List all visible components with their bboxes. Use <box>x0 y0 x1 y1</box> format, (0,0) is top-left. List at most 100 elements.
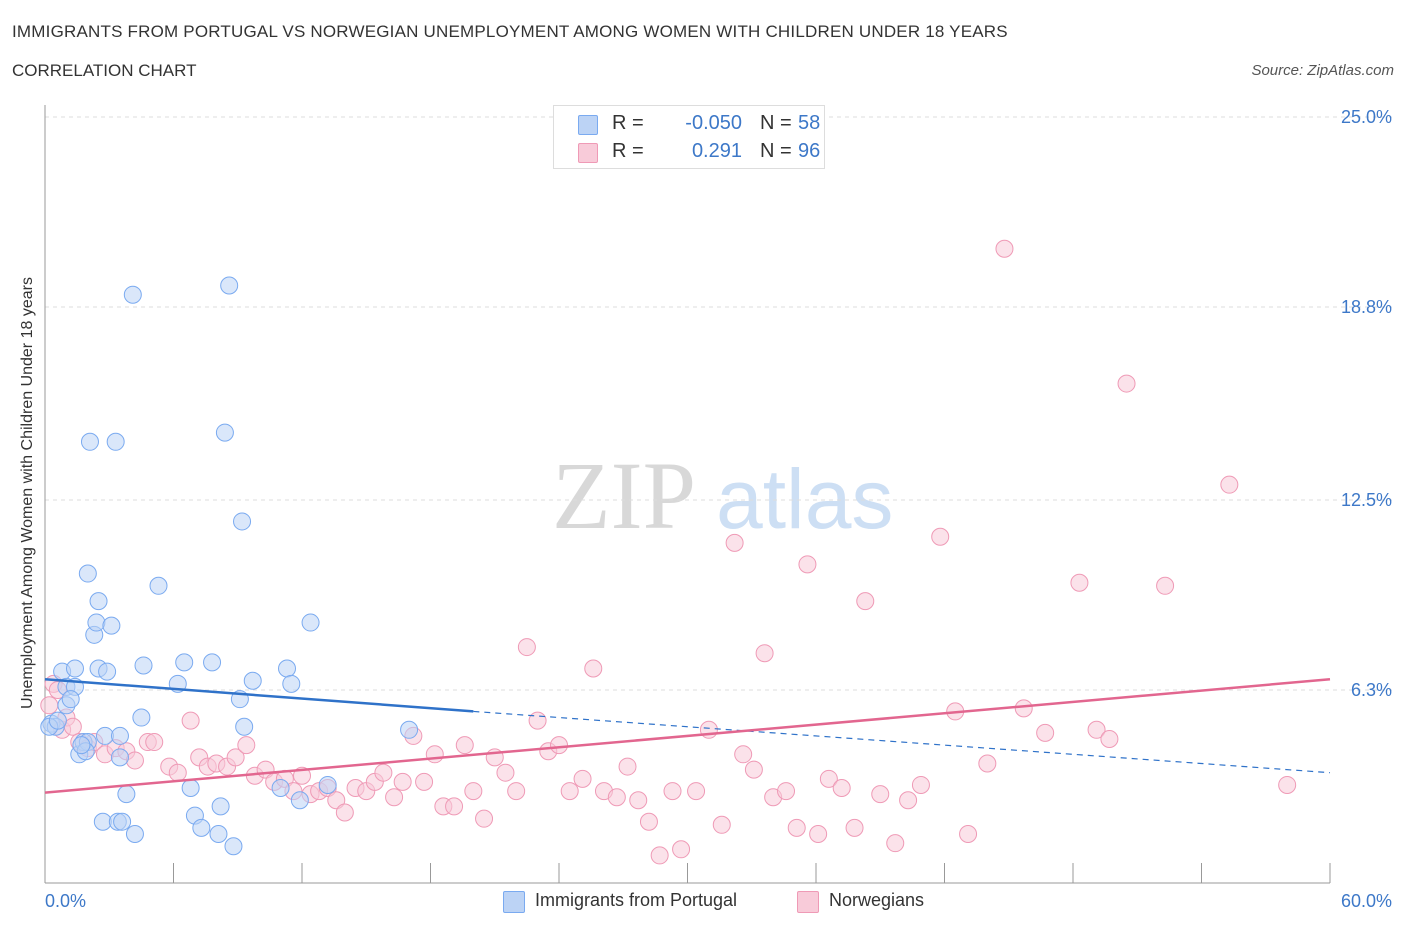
portugal-point <box>192 818 211 837</box>
norwegians-point <box>712 815 731 834</box>
portugal-point <box>175 653 194 672</box>
portugal-trend-dashed <box>473 710 1331 774</box>
norwegians-point <box>959 824 978 843</box>
legend-label: Norwegians <box>829 890 925 910</box>
norwegians-point <box>1014 699 1033 718</box>
correlation-legend: R = -0.050 N = 58 R = 0.291 N = 96 <box>553 105 825 169</box>
norwegians-point <box>475 809 494 828</box>
norwegians-point <box>911 775 930 794</box>
norwegians-point <box>978 754 997 773</box>
norwegians-point <box>181 711 200 730</box>
portugal-point <box>123 285 142 304</box>
portugal-point <box>61 690 80 709</box>
r-value: -0.050 <box>685 112 742 134</box>
axes <box>44 105 1331 884</box>
portugal-point <box>209 824 228 843</box>
portugal-swatch <box>503 891 525 913</box>
norwegians-point <box>385 788 404 807</box>
portugal-point <box>149 576 168 595</box>
portugal-point <box>93 812 112 831</box>
norwegians-point <box>755 644 774 663</box>
norwegians-point <box>1156 576 1175 595</box>
norwegians-point <box>899 791 918 810</box>
chart-title: IMMIGRANTS FROM PORTUGAL VS NORWEGIAN UN… <box>12 22 1008 41</box>
portugal-point <box>224 837 243 856</box>
portugal-point <box>110 726 129 745</box>
norwegians-point <box>672 840 691 859</box>
norwegians-point <box>237 736 256 755</box>
y-tick-label: 12.5% <box>1341 490 1392 510</box>
norwegians-point <box>845 818 864 837</box>
chart-subtitle: CORRELATION CHART <box>12 61 197 80</box>
norwegians-point <box>507 782 526 801</box>
portugal-point <box>113 812 132 831</box>
norwegians-trend <box>44 677 1331 794</box>
n-label: N = <box>760 140 792 162</box>
source-credit: Source: ZipAtlas.com <box>1251 62 1394 79</box>
portugal-point <box>243 671 262 690</box>
norwegians-point <box>1070 573 1089 592</box>
portugal-point <box>110 748 129 767</box>
trend-lines <box>44 677 1331 794</box>
norwegians-point <box>63 717 82 736</box>
norwegians-point <box>374 763 393 782</box>
norwegians-point <box>455 736 474 755</box>
portugal-point <box>80 432 99 451</box>
norwegians-point <box>1100 729 1119 748</box>
norwegians-point <box>663 782 682 801</box>
portugal-point <box>181 779 200 798</box>
portugal-point <box>134 656 153 675</box>
watermark-zip: ZIP <box>552 442 696 549</box>
norwegians-point <box>327 791 346 810</box>
norwegians-point <box>584 659 603 678</box>
norwegians-point <box>995 239 1014 258</box>
portugal-point <box>215 423 234 442</box>
x-tick-label-max: 60.0% <box>1341 891 1392 911</box>
norwegians-point <box>777 782 796 801</box>
norwegians-point <box>528 711 547 730</box>
r-label: R = <box>612 140 644 162</box>
watermark: ZIP atlas <box>552 442 893 549</box>
norwegians-point <box>335 803 354 822</box>
norwegians-point <box>871 785 890 804</box>
norwegians-swatch <box>797 891 819 913</box>
portugal-point <box>235 717 254 736</box>
norwegians-point <box>168 763 187 782</box>
norwegians-point <box>1117 374 1136 393</box>
portugal-point <box>282 674 301 693</box>
portugal-point <box>95 726 114 745</box>
norwegians-point <box>725 533 744 552</box>
gridlines <box>45 116 1392 691</box>
norwegians-point <box>226 748 245 767</box>
r-label: R = <box>612 112 644 134</box>
norwegians-point <box>415 772 434 791</box>
portugal-point <box>98 662 117 681</box>
portugal-point <box>65 659 84 678</box>
norwegians-point <box>496 763 515 782</box>
portugal-point <box>72 736 91 755</box>
y-tick-labels: 6.3% 12.5% 18.8% 25.0% <box>1341 107 1392 700</box>
portugal-point <box>271 779 290 798</box>
x-tick-labels: 0.0% 60.0% <box>45 891 1392 911</box>
portugal-trend-solid <box>44 677 474 713</box>
y-tick-label: 25.0% <box>1341 107 1392 127</box>
portugal-points <box>40 276 419 856</box>
portugal-point <box>220 276 239 295</box>
n-value: 96 <box>798 140 821 162</box>
portugal-point <box>87 613 106 632</box>
y-tick-label: 18.8% <box>1341 297 1392 317</box>
norwegians-point <box>573 769 592 788</box>
portugal-point <box>48 711 67 730</box>
portugal-point <box>203 653 222 672</box>
portugal-point <box>132 708 151 727</box>
y-axis-title: Unemployment Among Women with Children U… <box>19 277 36 709</box>
norwegians-point <box>832 779 851 798</box>
n-value: 58 <box>798 112 821 134</box>
norwegians-point <box>744 760 763 779</box>
portugal-point <box>102 616 121 635</box>
norwegians-point <box>560 782 579 801</box>
portugal-point <box>301 613 320 632</box>
portugal-swatch <box>578 115 598 135</box>
watermark-atlas: atlas <box>716 452 893 546</box>
norwegians-point <box>1036 723 1055 742</box>
